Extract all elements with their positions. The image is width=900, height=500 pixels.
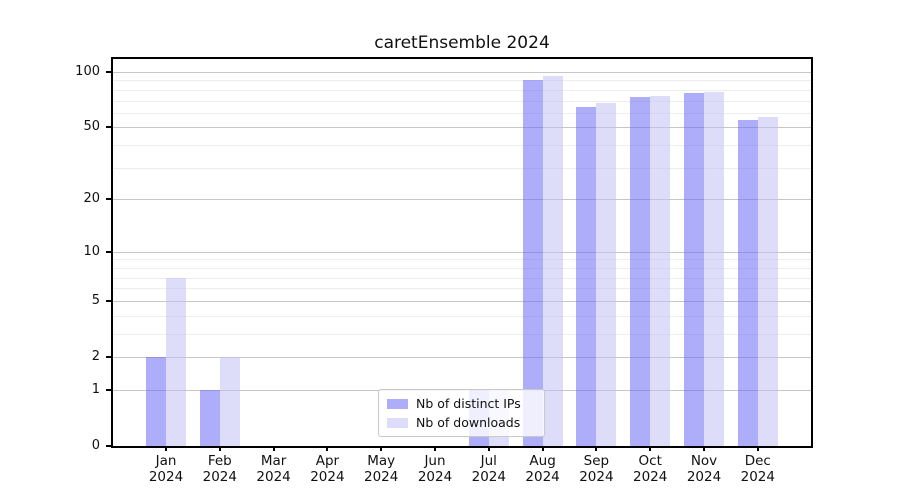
y-tick-mark <box>106 388 111 391</box>
y-tick-mark <box>106 71 111 73</box>
major-gridline <box>113 357 811 358</box>
bar-distinct-ips <box>737 119 758 446</box>
minor-gridline <box>113 259 811 261</box>
x-tick-mark <box>595 446 598 451</box>
bar-downloads <box>542 76 563 446</box>
major-gridline <box>113 251 811 253</box>
bar-downloads <box>596 102 617 446</box>
x-tick-mark <box>326 446 329 451</box>
x-tick-mark <box>756 446 759 451</box>
x-tick-label: May 2024 <box>364 453 399 485</box>
minor-gridline <box>113 145 811 147</box>
y-tick-mark <box>106 126 111 129</box>
minor-gridline <box>113 167 811 169</box>
legend-label-distinct-ips: Nb of distinct IPs <box>416 396 521 411</box>
x-tick-mark <box>487 446 490 451</box>
x-tick-label: Jul 2024 <box>471 453 506 485</box>
y-tick-label: 2 <box>91 349 100 364</box>
bar-downloads <box>219 357 240 446</box>
bar-distinct-ips <box>576 106 597 446</box>
bar-distinct-ips <box>630 97 651 446</box>
x-tick-label: Nov 2024 <box>686 453 722 485</box>
y-tick-mark <box>106 250 111 253</box>
y-tick-label: 5 <box>91 292 100 308</box>
bar-distinct-ips <box>522 80 543 446</box>
y-tick-label: 50 <box>83 119 100 135</box>
bar-downloads <box>166 277 186 446</box>
y-tick-label: 0 <box>91 438 100 453</box>
y-tick-mark <box>106 299 111 302</box>
x-tick-label: Sep 2024 <box>579 453 614 485</box>
x-tick-label: Aug 2024 <box>525 453 560 485</box>
y-tick-label: 10 <box>83 243 100 259</box>
y-tick-mark <box>106 445 111 447</box>
y-tick-label: 100 <box>75 64 100 79</box>
bar-downloads <box>757 116 778 446</box>
y-tick-mark <box>106 198 111 201</box>
x-tick-mark <box>703 446 705 451</box>
minor-gridline <box>113 333 811 335</box>
legend-item-distinct-ips: Nb of distinct IPs <box>387 396 536 411</box>
minor-gridline <box>113 100 811 102</box>
chart-legend: Nb of distinct IPs Nb of downloads <box>378 389 545 437</box>
x-tick-label: Mar 2024 <box>256 453 291 485</box>
legend-item-downloads: Nb of downloads <box>387 415 536 430</box>
x-tick-label: Jan 2024 <box>148 453 184 485</box>
x-tick-mark <box>218 446 221 451</box>
x-tick-mark <box>165 446 167 451</box>
legend-swatch-downloads-icon <box>387 417 408 428</box>
bar-downloads <box>650 96 671 446</box>
minor-gridline <box>113 80 811 82</box>
minor-gridline <box>113 288 811 290</box>
bar-downloads <box>704 91 724 446</box>
chart-title: caretEnsemble 2024 <box>374 33 550 53</box>
major-gridline <box>113 127 811 129</box>
bars-layer <box>113 59 811 446</box>
minor-gridline <box>113 112 811 114</box>
x-tick-mark <box>434 446 436 451</box>
x-tick-label: Jun 2024 <box>417 453 453 485</box>
minor-gridline <box>113 315 811 317</box>
y-tick-label: 1 <box>91 381 100 397</box>
minor-gridline <box>113 277 811 279</box>
major-gridline <box>113 300 811 302</box>
major-gridline <box>113 72 811 73</box>
y-tick-mark <box>106 356 111 358</box>
legend-label-downloads: Nb of downloads <box>416 415 521 430</box>
x-tick-label: Apr 2024 <box>310 453 345 485</box>
minor-gridline <box>113 267 811 269</box>
x-tick-label: Oct 2024 <box>633 453 668 485</box>
x-tick-mark <box>380 446 383 451</box>
x-tick-label: Dec 2024 <box>740 453 775 485</box>
x-tick-mark <box>541 446 544 451</box>
legend-swatch-distinct-ips-icon <box>387 398 408 409</box>
x-tick-label: Feb 2024 <box>202 453 237 485</box>
major-gridline <box>113 199 811 201</box>
x-tick-mark <box>272 446 275 451</box>
bar-distinct-ips <box>146 357 166 446</box>
bar-distinct-ips <box>199 389 220 446</box>
bar-distinct-ips <box>684 92 704 446</box>
plot-area: Nb of distinct IPs Nb of downloads <box>111 57 813 448</box>
x-tick-mark <box>649 446 652 451</box>
y-tick-label: 20 <box>83 191 100 207</box>
minor-gridline <box>113 89 811 91</box>
